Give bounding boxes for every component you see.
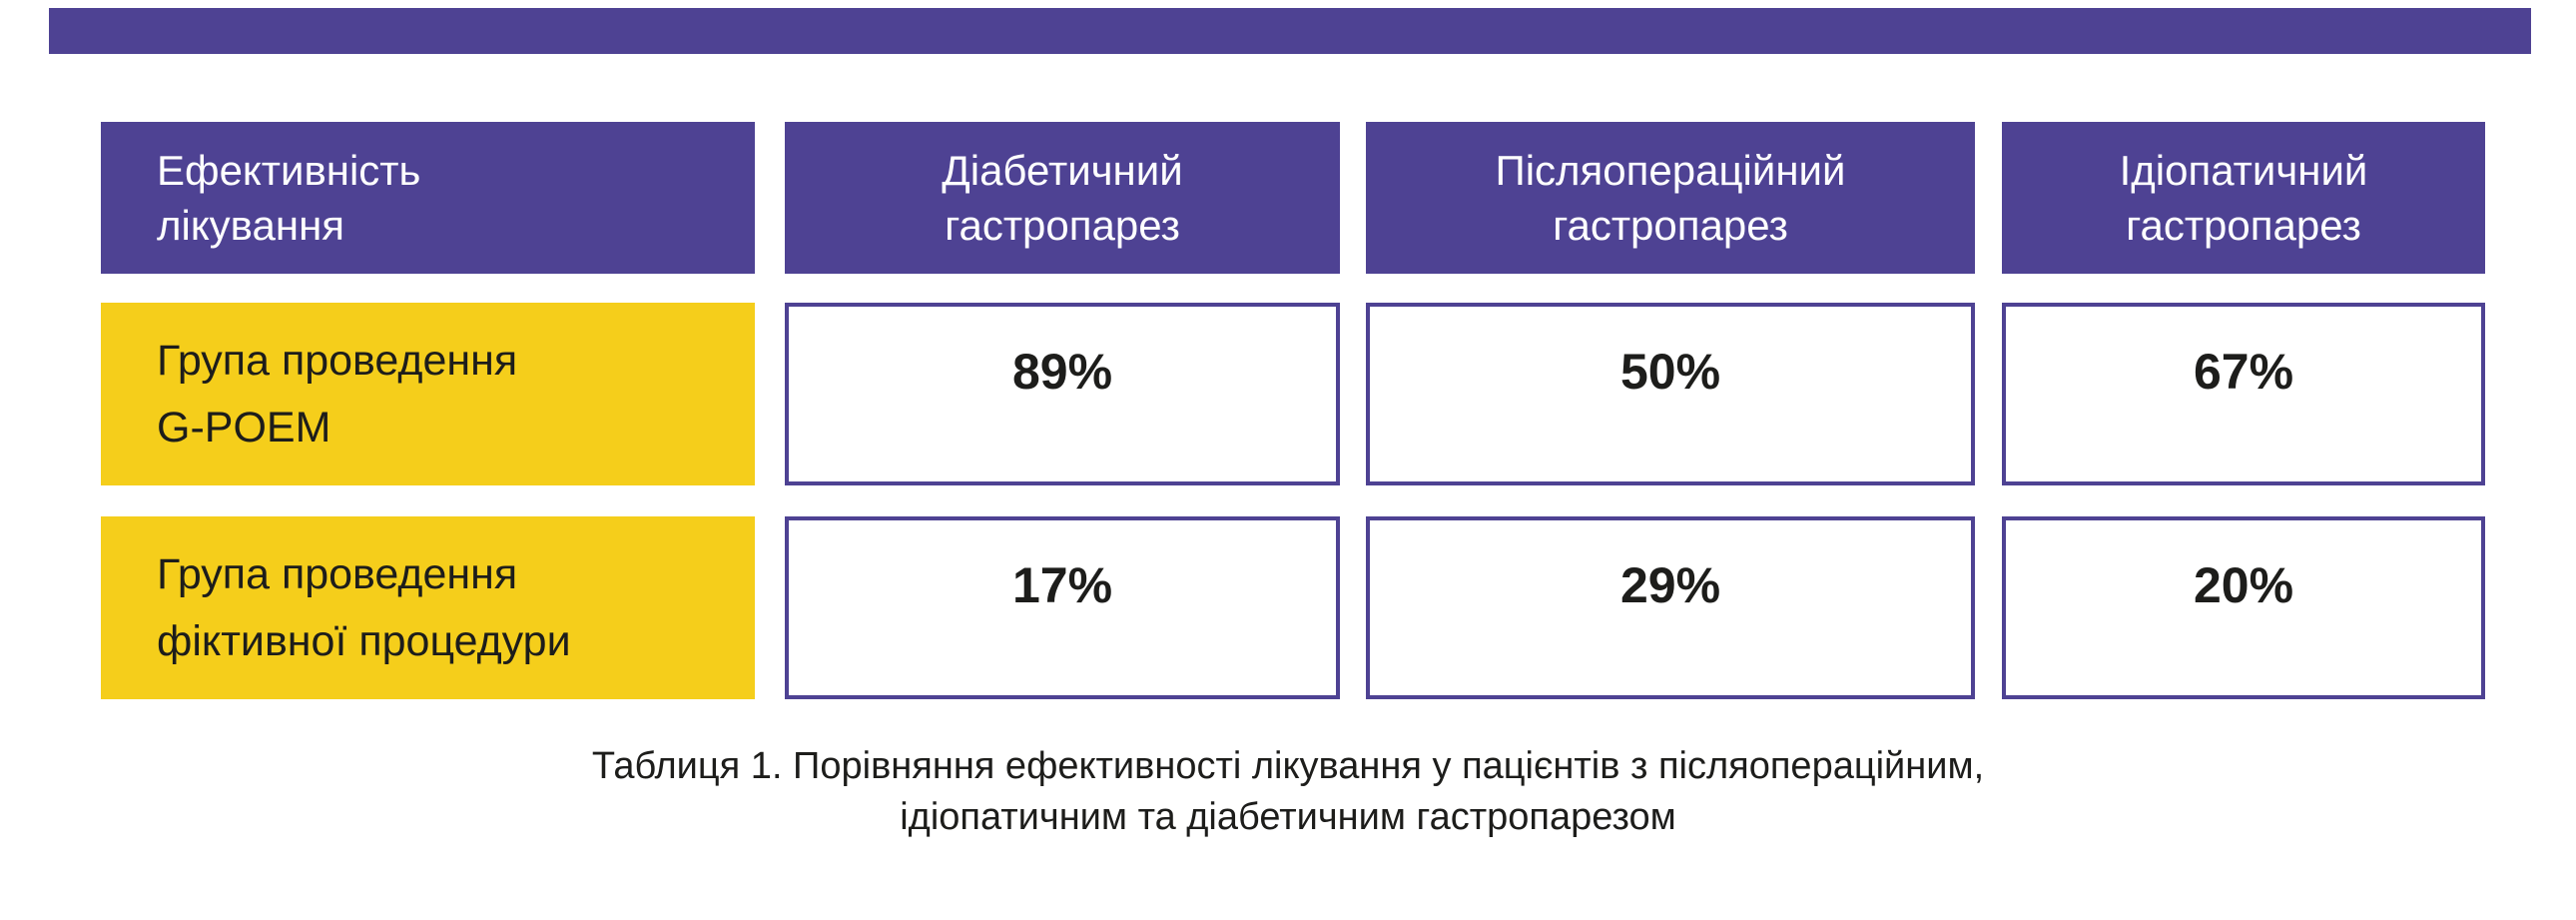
row-label-line: G-POEM	[157, 403, 331, 452]
percent-value: 50%	[1619, 344, 1721, 400]
row-label-gpoem-group: Група проведення G-POEM	[101, 303, 755, 485]
percent-value: 89%	[1011, 344, 1113, 400]
value-cell-gpoem-idiopathic: 67%	[2002, 303, 2485, 485]
header-cell-idiopathic: Ідіопатичний гастропарез	[2002, 122, 2485, 274]
header-line: Ефективність	[157, 146, 421, 194]
header-cell-diabetic: Діабетичний гастропарез	[785, 122, 1340, 274]
header-cell-effectiveness: Ефективність лікування	[101, 122, 755, 274]
header-line: Ідіопатичний	[2119, 146, 2368, 194]
caption-line-2: ідіопатичним та діабетичним гастропарезо…	[900, 796, 1676, 839]
value-cell-sham-diabetic: 17%	[785, 516, 1340, 699]
percent-value: 20%	[2193, 557, 2294, 613]
table-caption: Таблиця 1. Порівняння ефективності лікув…	[0, 741, 2576, 844]
decorative-top-bar	[49, 8, 2531, 54]
value-cell-sham-idiopathic: 20%	[2002, 516, 2485, 699]
caption-line-1: Таблиця 1. Порівняння ефективності лікув…	[591, 745, 1985, 787]
value-cell-sham-postsurgical: 29%	[1366, 516, 1975, 699]
row-label-sham-group: Група проведення фіктивної процедури	[101, 516, 755, 699]
header-line: гастропарез	[1553, 202, 1788, 249]
percent-value: 17%	[1011, 557, 1113, 613]
header-line: Післяопераційний	[1495, 146, 1846, 194]
header-line: лікування	[157, 202, 345, 249]
header-line: Діабетичний	[942, 146, 1183, 194]
header-line: гастропарез	[945, 202, 1180, 249]
value-cell-gpoem-postsurgical: 50%	[1366, 303, 1975, 485]
percent-value: 29%	[1619, 557, 1721, 613]
header-line: гастропарез	[2126, 202, 2361, 249]
row-label-line: Група проведення	[157, 336, 518, 385]
value-cell-gpoem-diabetic: 89%	[785, 303, 1340, 485]
row-label-line: Група проведення	[157, 549, 518, 598]
header-cell-postsurgical: Післяопераційний гастропарез	[1366, 122, 1975, 274]
row-label-line: фіктивної процедури	[157, 616, 571, 665]
percent-value: 67%	[2193, 344, 2294, 400]
